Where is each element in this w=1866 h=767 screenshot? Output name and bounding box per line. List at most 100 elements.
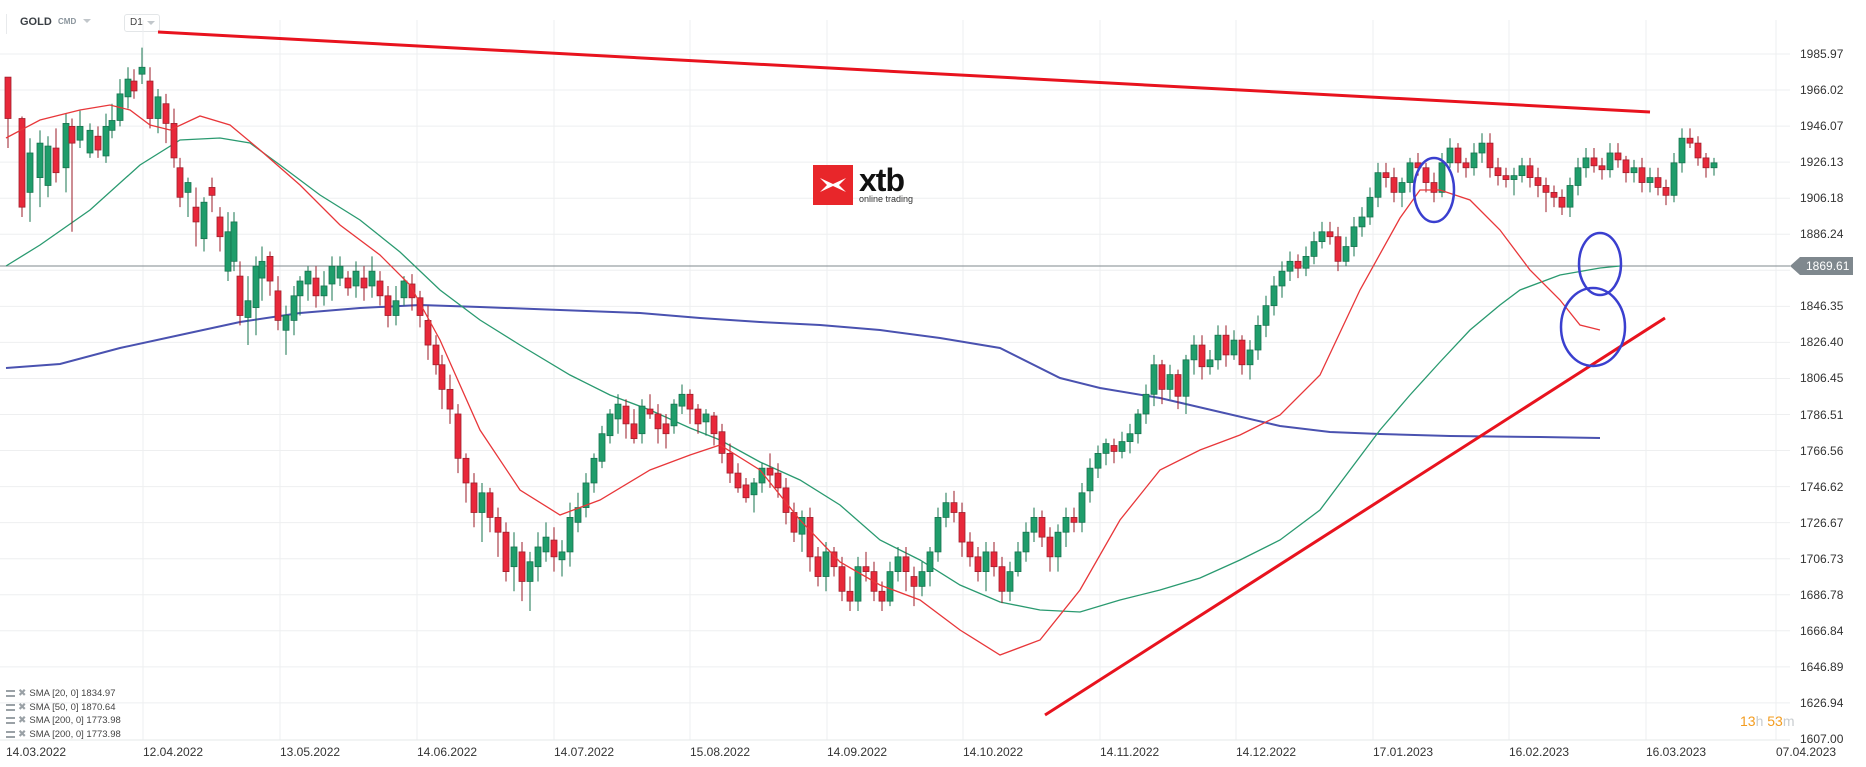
bear-candle: [806, 517, 814, 558]
legend-label: SMA [200, 0] 1773.98: [29, 728, 121, 740]
support-trendline: [1044, 316, 1666, 717]
bull-candle: [558, 551, 566, 561]
bear-candle: [782, 487, 790, 513]
bear-candle: [1294, 260, 1302, 269]
bull-candle: [1030, 517, 1038, 533]
bear-candle: [1694, 142, 1702, 159]
date-axis-label: 14.11.2022: [1100, 745, 1160, 759]
resistance-trendline: [157, 30, 1651, 114]
chevron-down-icon: [147, 21, 155, 25]
bear-candle: [646, 408, 654, 415]
market-label[interactable]: CMD: [58, 17, 77, 26]
timeframe-value: D1: [130, 17, 143, 28]
price-axis-label: 1746.62: [1800, 479, 1844, 494]
bull-candle: [296, 280, 304, 297]
xtb-logo: xtb online trading: [813, 164, 913, 205]
bull-candle: [282, 315, 290, 331]
bull-candle: [566, 517, 574, 553]
bear-candle: [432, 344, 440, 366]
price-axis-label: 1846.35: [1800, 299, 1844, 314]
bear-candle: [1238, 339, 1246, 366]
bear-candle: [654, 413, 662, 430]
settings-icon[interactable]: [6, 690, 15, 698]
chevron-down-icon[interactable]: [83, 19, 91, 23]
bull-candle: [26, 152, 34, 193]
bear-candle: [216, 216, 224, 238]
bull-candle: [702, 413, 710, 423]
legend-item-sma200[interactable]: ✖ SMA [200, 0] 1773.98: [6, 714, 121, 728]
legend-item-sma50[interactable]: ✖ SMA [50, 0] 1870.64: [6, 701, 121, 715]
bull-candle: [352, 270, 360, 287]
bear-candle: [1038, 517, 1046, 538]
bull-candle: [1190, 344, 1198, 361]
bull-candle: [1478, 142, 1486, 154]
legend-item-sma200-2[interactable]: ✖ SMA [200, 0] 1773.98: [6, 728, 121, 742]
bear-candle: [1462, 162, 1470, 169]
price-axis-label: 1985.97: [1800, 47, 1844, 61]
bull-candle: [154, 96, 162, 119]
price-axis-label: 1886.24: [1800, 227, 1844, 242]
bear-candle: [742, 484, 750, 499]
bull-candle: [1470, 152, 1478, 169]
bear-candle: [424, 320, 432, 346]
bull-candle: [598, 433, 606, 462]
bull-candle: [1566, 185, 1574, 208]
bear-candle: [1422, 167, 1430, 183]
bear-candle: [966, 541, 974, 558]
bull-candle: [1366, 196, 1374, 218]
bear-candle: [910, 576, 918, 587]
bear-candle: [312, 277, 320, 297]
bull-candle: [750, 482, 758, 496]
bull-candle: [124, 78, 132, 98]
bull-candle: [290, 295, 298, 321]
bull-candle: [1150, 364, 1158, 395]
bear-candle: [1702, 157, 1710, 169]
bull-candle: [478, 492, 486, 513]
bear-candle: [518, 551, 526, 582]
bull-candle: [400, 280, 408, 299]
bear-candle: [494, 517, 502, 533]
bear-candle: [344, 277, 352, 289]
close-icon[interactable]: ✖: [18, 715, 27, 726]
bull-candle: [244, 300, 252, 318]
bear-candle: [1598, 165, 1606, 171]
bear-candle: [814, 556, 822, 577]
price-axis-label: 1946.07: [1800, 119, 1844, 134]
close-icon[interactable]: ✖: [18, 701, 27, 713]
legend-item-sma20[interactable]: ✖ SMA [20, 0] 1834.97: [6, 687, 121, 701]
close-icon[interactable]: ✖: [18, 728, 27, 740]
sma20-line: [5, 104, 1601, 656]
bear-candle: [208, 187, 216, 196]
bear-candle: [4, 76, 12, 119]
settings-icon[interactable]: [6, 717, 15, 725]
bull-candle: [1574, 167, 1582, 186]
bull-candle: [108, 120, 116, 131]
bear-candle: [686, 393, 694, 410]
bull-candle: [304, 270, 312, 285]
settings-icon[interactable]: [6, 703, 15, 711]
close-icon[interactable]: ✖: [18, 688, 27, 699]
countdown-h-unit: h: [1755, 713, 1764, 729]
bull-candle: [1350, 226, 1358, 247]
date-axis-label: 12.04.2022: [143, 745, 204, 759]
price-axis-label: 1826.40: [1800, 335, 1844, 350]
countdown-hours: 13: [1740, 713, 1756, 729]
timeframe-select[interactable]: D1: [124, 14, 160, 32]
bull-candle: [1214, 334, 1222, 361]
bull-candle: [606, 413, 614, 437]
bear-candle: [360, 277, 368, 289]
bear-candle: [1454, 147, 1462, 164]
bull-candle: [1246, 349, 1254, 366]
bull-candle: [918, 571, 926, 587]
bull-candle: [982, 551, 990, 573]
settings-icon[interactable]: [6, 730, 15, 738]
date-axis-label: 14.09.2022: [827, 745, 888, 759]
symbol-label[interactable]: GOLD: [20, 16, 52, 28]
bull-candle: [1710, 162, 1718, 169]
legend-label: SMA [200, 0] 1773.98: [29, 715, 121, 726]
bear-candle: [416, 297, 424, 316]
bear-candle: [1198, 344, 1206, 368]
price-axis-label: 1626.94: [1800, 695, 1844, 710]
annotation-circle: [1412, 156, 1456, 224]
